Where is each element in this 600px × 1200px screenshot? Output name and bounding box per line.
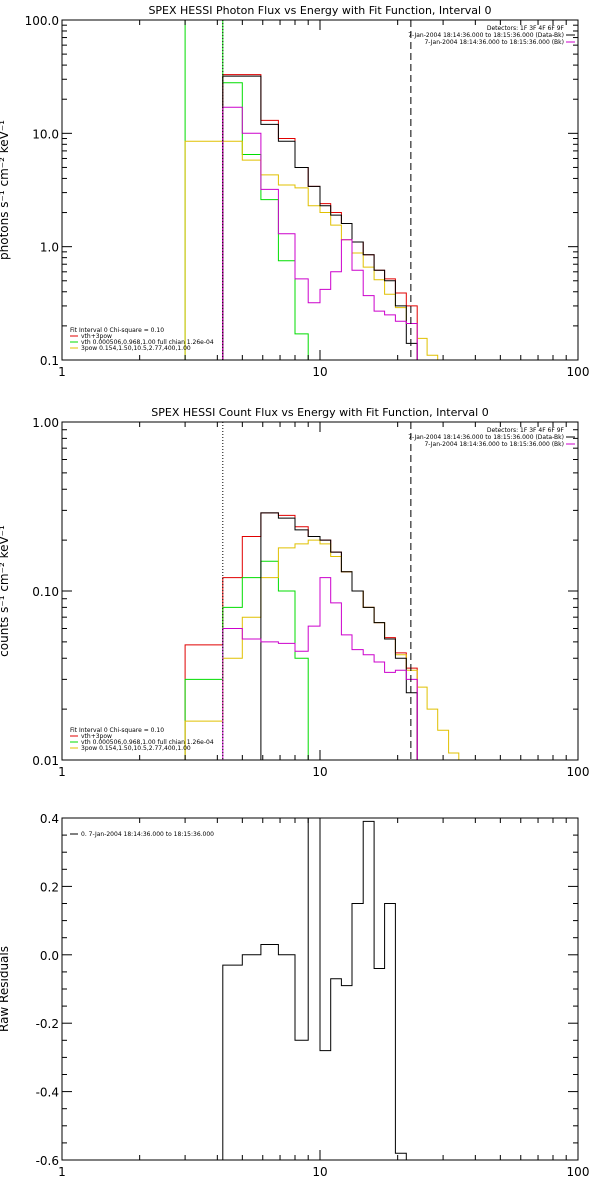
legend-entry-3: 3pow 0.154,1.50,10.5,2.77,400,1.00 [81, 745, 191, 752]
series-0-step-line [184, 512, 418, 760]
y-tick-label: 0.1 [40, 354, 59, 368]
series-4-step-line [222, 577, 418, 760]
legend-entry-1: vth+3pow [81, 333, 112, 340]
y-tick-label: -0.4 [36, 1086, 59, 1100]
series-0-step-line [222, 74, 418, 360]
legend-entry-0: Fit Interval 0 Chi-square = 0.10 [70, 727, 164, 734]
header-line-1: 7-Jan-2004 18:14:36.000 to 18:15:36.000 … [408, 434, 564, 441]
y-tick-label: 1.0 [40, 241, 59, 255]
chart-title: SPEX HESSI Photon Flux vs Energy with Fi… [148, 4, 491, 17]
panel-residuals: 1 10 100 -0.6 -0.4 -0.2 0.0 0.2 0.4 Raw Residuals… [0, 812, 589, 1179]
header-line-2: 7-Jan-2004 18:14:36.000 to 18:15:36.000 … [424, 39, 564, 46]
y-tick-label: 100.0 [25, 14, 59, 28]
y-tick-label: -0.2 [36, 1017, 59, 1031]
x-tick-label: 100 [567, 1165, 590, 1179]
x-tick-label: 1 [58, 765, 66, 779]
legend-entry-3: 3pow 0.154,1.50,10.5,2.77,400,1.00 [81, 345, 191, 352]
header-line-1: 7-Jan-2004 18:14:36.000 to 18:15:36.000 … [408, 32, 564, 39]
legend-entry-2: vth 0.000506,0.968,1.00 full chian 1.26e… [81, 339, 214, 346]
series-3-step-line [260, 512, 418, 760]
header-line-0: Detectors: 1F 3F 4F 6F 9F [487, 427, 565, 434]
legend-entry-2: vth 0.000506,0.968,1.00 full chian 1.26e… [81, 739, 214, 746]
y-tick-label: 10.0 [32, 127, 59, 141]
y-tick-label: 1.00 [32, 416, 59, 430]
header-line-2: 7-Jan-2004 18:14:36.000 to 18:15:36.000 … [424, 441, 564, 448]
x-tick-label: 10 [312, 1165, 327, 1179]
x-tick-label: 1 [58, 365, 66, 379]
y-tick-label: 0.01 [32, 754, 59, 768]
series-0-step-line [222, 818, 407, 1160]
legend-entry-0: 0. 7-Jan-2004 18:14:36.000 to 18:15:36.0… [81, 831, 214, 838]
y-tick-label: 0.2 [40, 880, 59, 894]
x-tick-label: 10 [312, 765, 327, 779]
y-tick-label: 0.0 [40, 949, 59, 963]
y-axis-label: counts s⁻¹ cm⁻² keV⁻¹ [0, 525, 11, 657]
x-tick-label: 10 [312, 365, 327, 379]
x-tick-label: 100 [567, 365, 590, 379]
y-tick-label: 0.4 [40, 812, 59, 826]
series-1-step-line [184, 560, 320, 760]
series-4-step-line [222, 106, 418, 360]
legend-entry-0: Fit Interval 0 Chi-square = 0.10 [70, 327, 164, 334]
y-tick-label: 0.10 [32, 585, 59, 599]
panel-photon-flux: SPEX HESSI Photon Flux vs Energy with Fi… [0, 4, 589, 379]
header-line-0: Detectors: 1F 3F 4F 6F 9F [487, 25, 565, 32]
legend-entry-1: vth+3pow [81, 733, 112, 740]
x-tick-label: 1 [58, 1165, 66, 1179]
chart-title: SPEX HESSI Count Flux vs Energy with Fit… [151, 406, 488, 419]
series-1-step-line [184, 20, 309, 360]
y-tick-label: -0.6 [36, 1154, 59, 1168]
panel-count-flux: SPEX HESSI Count Flux vs Energy with Fit… [0, 406, 589, 779]
x-tick-label: 100 [567, 765, 590, 779]
y-axis-label: Raw Residuals [0, 946, 11, 1032]
y-axis-label: photons s⁻¹ cm⁻² keV⁻¹ [0, 120, 11, 260]
series-2-step-line [184, 539, 460, 760]
series-3-step-line [222, 75, 418, 360]
